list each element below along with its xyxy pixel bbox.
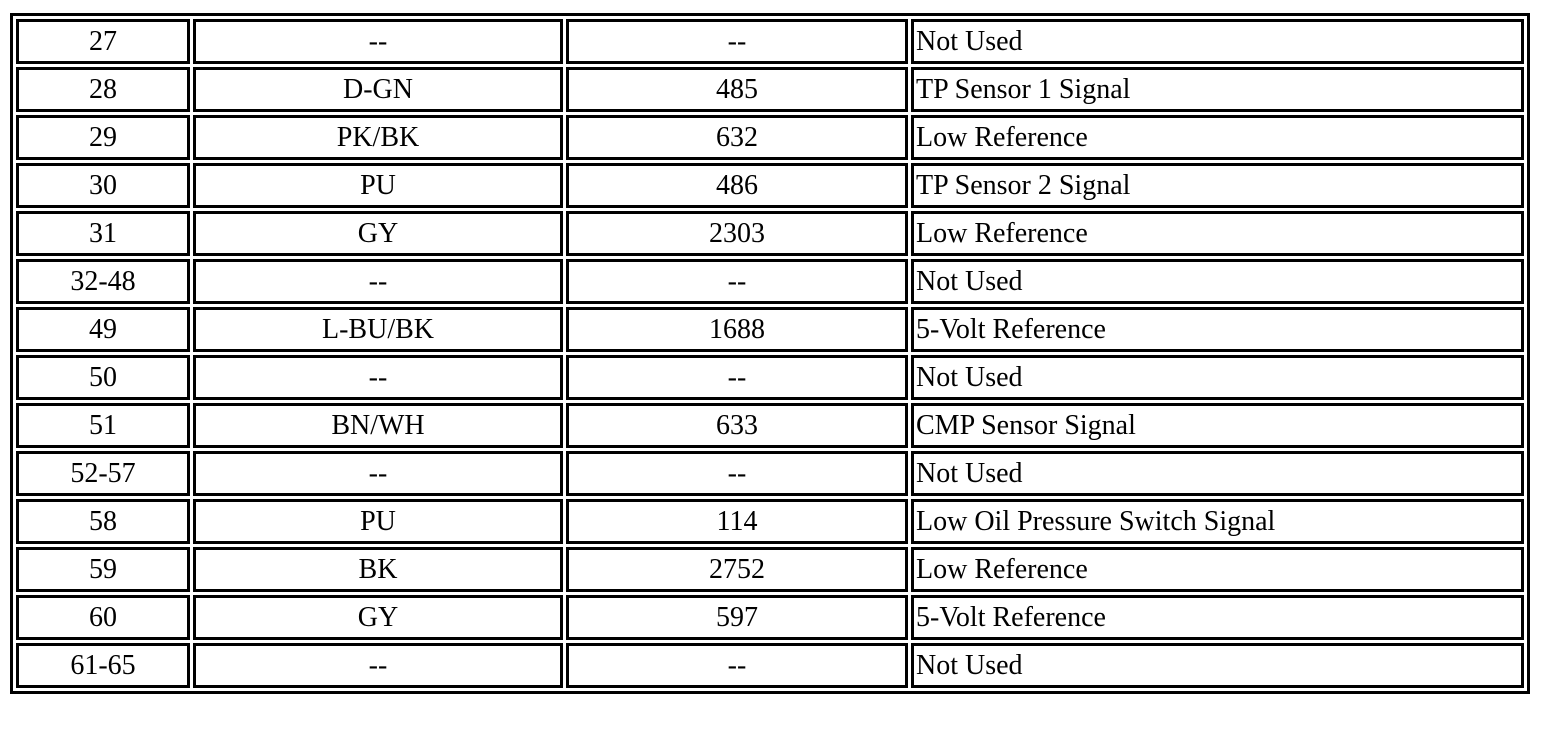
function-cell: Not Used [911, 19, 1524, 64]
circuit-number-cell: -- [566, 355, 908, 400]
wire-color-cell: GY [193, 211, 563, 256]
pin-cell: 52-57 [16, 451, 190, 496]
table-row: 31 GY 2303 Low Reference [16, 211, 1524, 256]
table-row: 32-48 -- -- Not Used [16, 259, 1524, 304]
pin-cell: 51 [16, 403, 190, 448]
pin-cell: 30 [16, 163, 190, 208]
wire-color-cell: PU [193, 163, 563, 208]
table-row: 58 PU 114 Low Oil Pressure Switch Signal [16, 499, 1524, 544]
circuit-number-cell: 2303 [566, 211, 908, 256]
pin-cell: 50 [16, 355, 190, 400]
wire-color-cell: -- [193, 259, 563, 304]
wire-color-cell: BN/WH [193, 403, 563, 448]
wire-color-cell: -- [193, 451, 563, 496]
connector-pinout-table: 27 -- -- Not Used 28 D-GN 485 TP Sensor 1 Signa… [10, 13, 1530, 694]
circuit-number-cell: 485 [566, 67, 908, 112]
table-row: 52-57 -- -- Not Used [16, 451, 1524, 496]
function-cell: 5-Volt Reference [911, 595, 1524, 640]
table-row: 61-65 -- -- Not Used [16, 643, 1524, 688]
table-row: 50 -- -- Not Used [16, 355, 1524, 400]
pin-cell: 60 [16, 595, 190, 640]
table-row: 49 L-BU/BK 1688 5-Volt Reference [16, 307, 1524, 352]
function-cell: 5-Volt Reference [911, 307, 1524, 352]
function-cell: Low Reference [911, 115, 1524, 160]
function-cell: CMP Sensor Signal [911, 403, 1524, 448]
wire-color-cell: PU [193, 499, 563, 544]
circuit-number-cell: 633 [566, 403, 908, 448]
pin-cell: 29 [16, 115, 190, 160]
pin-cell: 59 [16, 547, 190, 592]
table-row: 29 PK/BK 632 Low Reference [16, 115, 1524, 160]
pin-cell: 27 [16, 19, 190, 64]
wire-color-cell: D-GN [193, 67, 563, 112]
function-cell: Low Reference [911, 211, 1524, 256]
wire-color-cell: -- [193, 355, 563, 400]
circuit-number-cell: 114 [566, 499, 908, 544]
wire-color-cell: PK/BK [193, 115, 563, 160]
function-cell: Low Oil Pressure Switch Signal [911, 499, 1524, 544]
circuit-number-cell: 632 [566, 115, 908, 160]
pin-cell: 31 [16, 211, 190, 256]
circuit-number-cell: 2752 [566, 547, 908, 592]
table-body: 27 -- -- Not Used 28 D-GN 485 TP Sensor 1 Signa… [16, 19, 1524, 688]
circuit-number-cell: 597 [566, 595, 908, 640]
function-cell: Not Used [911, 643, 1524, 688]
pin-cell: 58 [16, 499, 190, 544]
function-cell: TP Sensor 2 Signal [911, 163, 1524, 208]
function-cell: Not Used [911, 355, 1524, 400]
pin-cell: 49 [16, 307, 190, 352]
wire-color-cell: GY [193, 595, 563, 640]
circuit-number-cell: -- [566, 451, 908, 496]
wire-color-cell: -- [193, 19, 563, 64]
wire-color-cell: BK [193, 547, 563, 592]
table-row: 27 -- -- Not Used [16, 19, 1524, 64]
pin-cell: 61-65 [16, 643, 190, 688]
function-cell: TP Sensor 1 Signal [911, 67, 1524, 112]
function-cell: Not Used [911, 259, 1524, 304]
circuit-number-cell: -- [566, 19, 908, 64]
function-cell: Low Reference [911, 547, 1524, 592]
pin-cell: 28 [16, 67, 190, 112]
circuit-number-cell: 1688 [566, 307, 908, 352]
table-row: 28 D-GN 485 TP Sensor 1 Signal [16, 67, 1524, 112]
table-row: 60 GY 597 5-Volt Reference [16, 595, 1524, 640]
table-row: 59 BK 2752 Low Reference [16, 547, 1524, 592]
wire-color-cell: L-BU/BK [193, 307, 563, 352]
function-cell: Not Used [911, 451, 1524, 496]
pin-cell: 32-48 [16, 259, 190, 304]
circuit-number-cell: 486 [566, 163, 908, 208]
wire-color-cell: -- [193, 643, 563, 688]
circuit-number-cell: -- [566, 259, 908, 304]
table-row: 30 PU 486 TP Sensor 2 Signal [16, 163, 1524, 208]
table-row: 51 BN/WH 633 CMP Sensor Signal [16, 403, 1524, 448]
circuit-number-cell: -- [566, 643, 908, 688]
